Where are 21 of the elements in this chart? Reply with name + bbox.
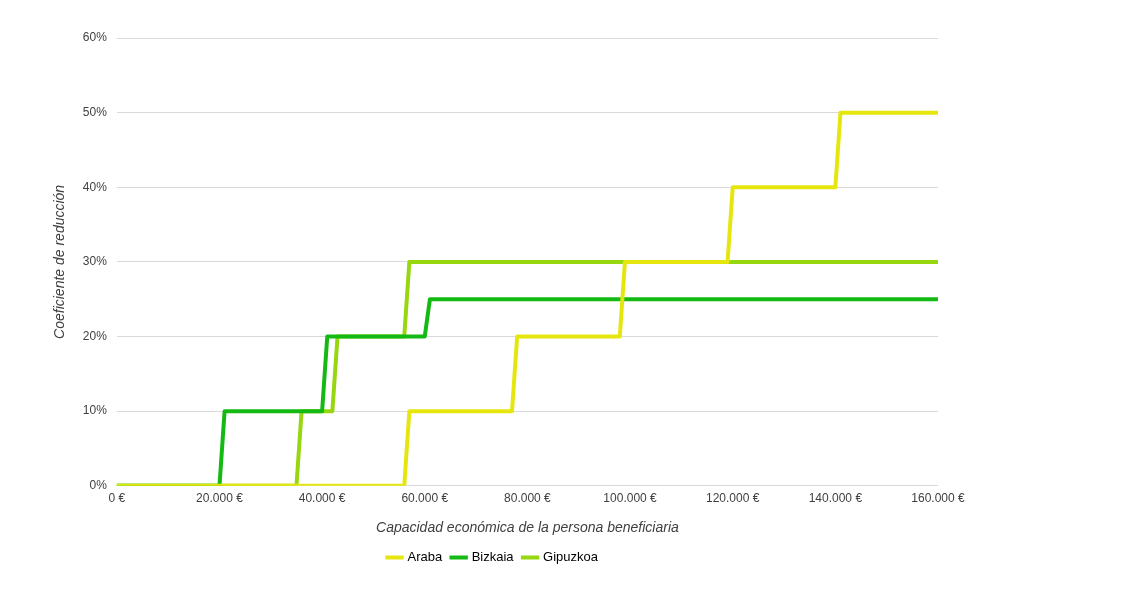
x-tick-label: 160.000 € [911, 491, 966, 506]
x-tick-label: 120.000 € [706, 491, 760, 506]
y-tick-label: 40% [82, 179, 108, 194]
y-tick-label: 60% [82, 30, 108, 45]
x-tick-label: 0 € [108, 491, 126, 506]
y-tick-label: 10% [82, 403, 108, 418]
y-tick-label: 50% [82, 104, 108, 119]
legend-label: Bizkaia [471, 549, 515, 565]
x-tick-label: 40.000 € [298, 491, 346, 506]
x-tick-label: 80.000 € [504, 491, 552, 506]
x-tick-label: 100.000 € [603, 491, 658, 506]
y-tick-label: 20% [82, 328, 108, 343]
y-tick-label: 30% [82, 254, 108, 269]
x-axis-title: Capacidad económica de la persona beneficiaria [376, 519, 679, 536]
x-tick-label: 20.000 € [196, 491, 244, 506]
x-tick-label: 60.000 € [401, 491, 449, 506]
legend-label: Gipuzkoa [543, 549, 599, 565]
y-axis-title: Coeficiente de reducción [51, 184, 68, 339]
legend-label: Araba [407, 549, 443, 565]
y-tick-label: 0% [89, 478, 108, 493]
x-tick-label: 140.000 € [808, 491, 863, 506]
